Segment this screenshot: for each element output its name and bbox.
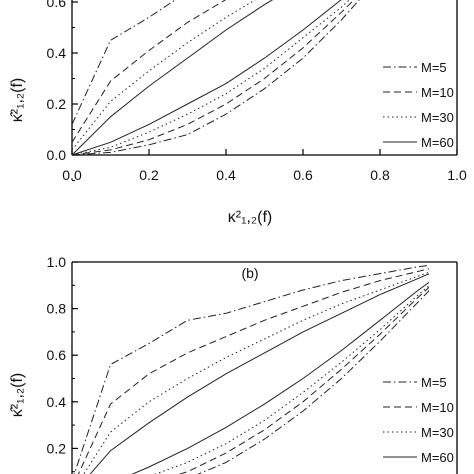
series-m-10-upper-line xyxy=(77,268,429,474)
x-tick-label: 0.0 xyxy=(62,167,82,183)
series-m-60-lower-line xyxy=(131,281,429,474)
x-tick-label: 0.2 xyxy=(139,167,159,183)
panel-a-series xyxy=(71,0,360,155)
series-m-5-upper-line xyxy=(71,0,177,125)
legend-label: M=30 xyxy=(421,110,454,125)
x-tick-label: 0.4 xyxy=(216,167,236,183)
series-m-60-upper-line xyxy=(89,273,429,474)
series-m-30-lower-line xyxy=(154,285,429,474)
series-m-10-lower-line xyxy=(71,0,355,155)
panel-a-y-axis-label: κ̂²₁,₂(f) xyxy=(9,78,26,122)
series-m-60-upper-line xyxy=(71,0,274,155)
y-tick-label: 0.4 xyxy=(47,394,67,410)
panel-b: 0.2 0.4 0.6 0.8 1.0 M=5 M=10 M=30 M=60 (b) κ̂²₁… xyxy=(9,254,458,474)
y-tick-label: 0.8 xyxy=(47,301,67,317)
legend-label: M=10 xyxy=(421,85,454,100)
legend-label: M=10 xyxy=(421,400,454,415)
panel-b-label: (b) xyxy=(241,265,258,281)
series-m-60-lower-line xyxy=(71,0,342,155)
panel-b-y-axis-label: κ̂²₁,₂(f) xyxy=(9,373,26,417)
series-m-10-lower-line xyxy=(178,286,429,474)
legend-label: M=5 xyxy=(421,60,447,75)
x-tick-label: 1.0 xyxy=(447,167,467,183)
panel-a-legend: M=5 M=10 M=30 M=60 xyxy=(383,60,454,150)
y-tick-label: 0.2 xyxy=(47,96,67,112)
panel-a-axes: 0.0 0.2 0.4 0.6 0.0 0.2 0.4 0.6 0.8 1.0 xyxy=(47,0,467,183)
y-tick-label: 0.6 xyxy=(47,347,67,363)
y-tick-label: 0.4 xyxy=(47,45,67,61)
panel-a: 0.00.20.40.60.0 0.2 0.4 0.6 0.8 1.0 M=5M=10M=… xyxy=(9,0,467,226)
panel-b-series xyxy=(73,264,429,474)
legend-label: M=30 xyxy=(421,425,454,440)
legend-label: M=5 xyxy=(421,375,447,390)
series-m-10-upper-line xyxy=(71,0,227,143)
y-tick-label: 1.0 xyxy=(47,254,67,270)
panel-a-x-axis-label: κ²₁,₂(f) xyxy=(228,209,272,226)
series-m-30-upper-line xyxy=(71,0,256,151)
series-m-5-lower-line xyxy=(197,290,429,474)
legend-label: M=60 xyxy=(421,135,454,150)
x-tick-label: 0.8 xyxy=(370,167,390,183)
series-m-30-lower-line xyxy=(71,0,350,155)
series-m-5-lower-line xyxy=(71,0,360,155)
panel-b-axes: 0.2 0.4 0.6 0.8 1.0 xyxy=(47,254,458,474)
y-tick-label: 0.2 xyxy=(47,440,67,456)
series-m-30-upper-line xyxy=(83,271,429,474)
y-tick-label: 0.6 xyxy=(47,0,67,10)
panel-b-legend: M=5 M=10 M=30 M=60 xyxy=(383,375,454,465)
x-tick-label: 0.6 xyxy=(293,167,313,183)
y-tick-label: 0.0 xyxy=(47,147,67,163)
legend-label: M=60 xyxy=(421,450,454,465)
series-m-5-upper-line xyxy=(73,264,429,474)
